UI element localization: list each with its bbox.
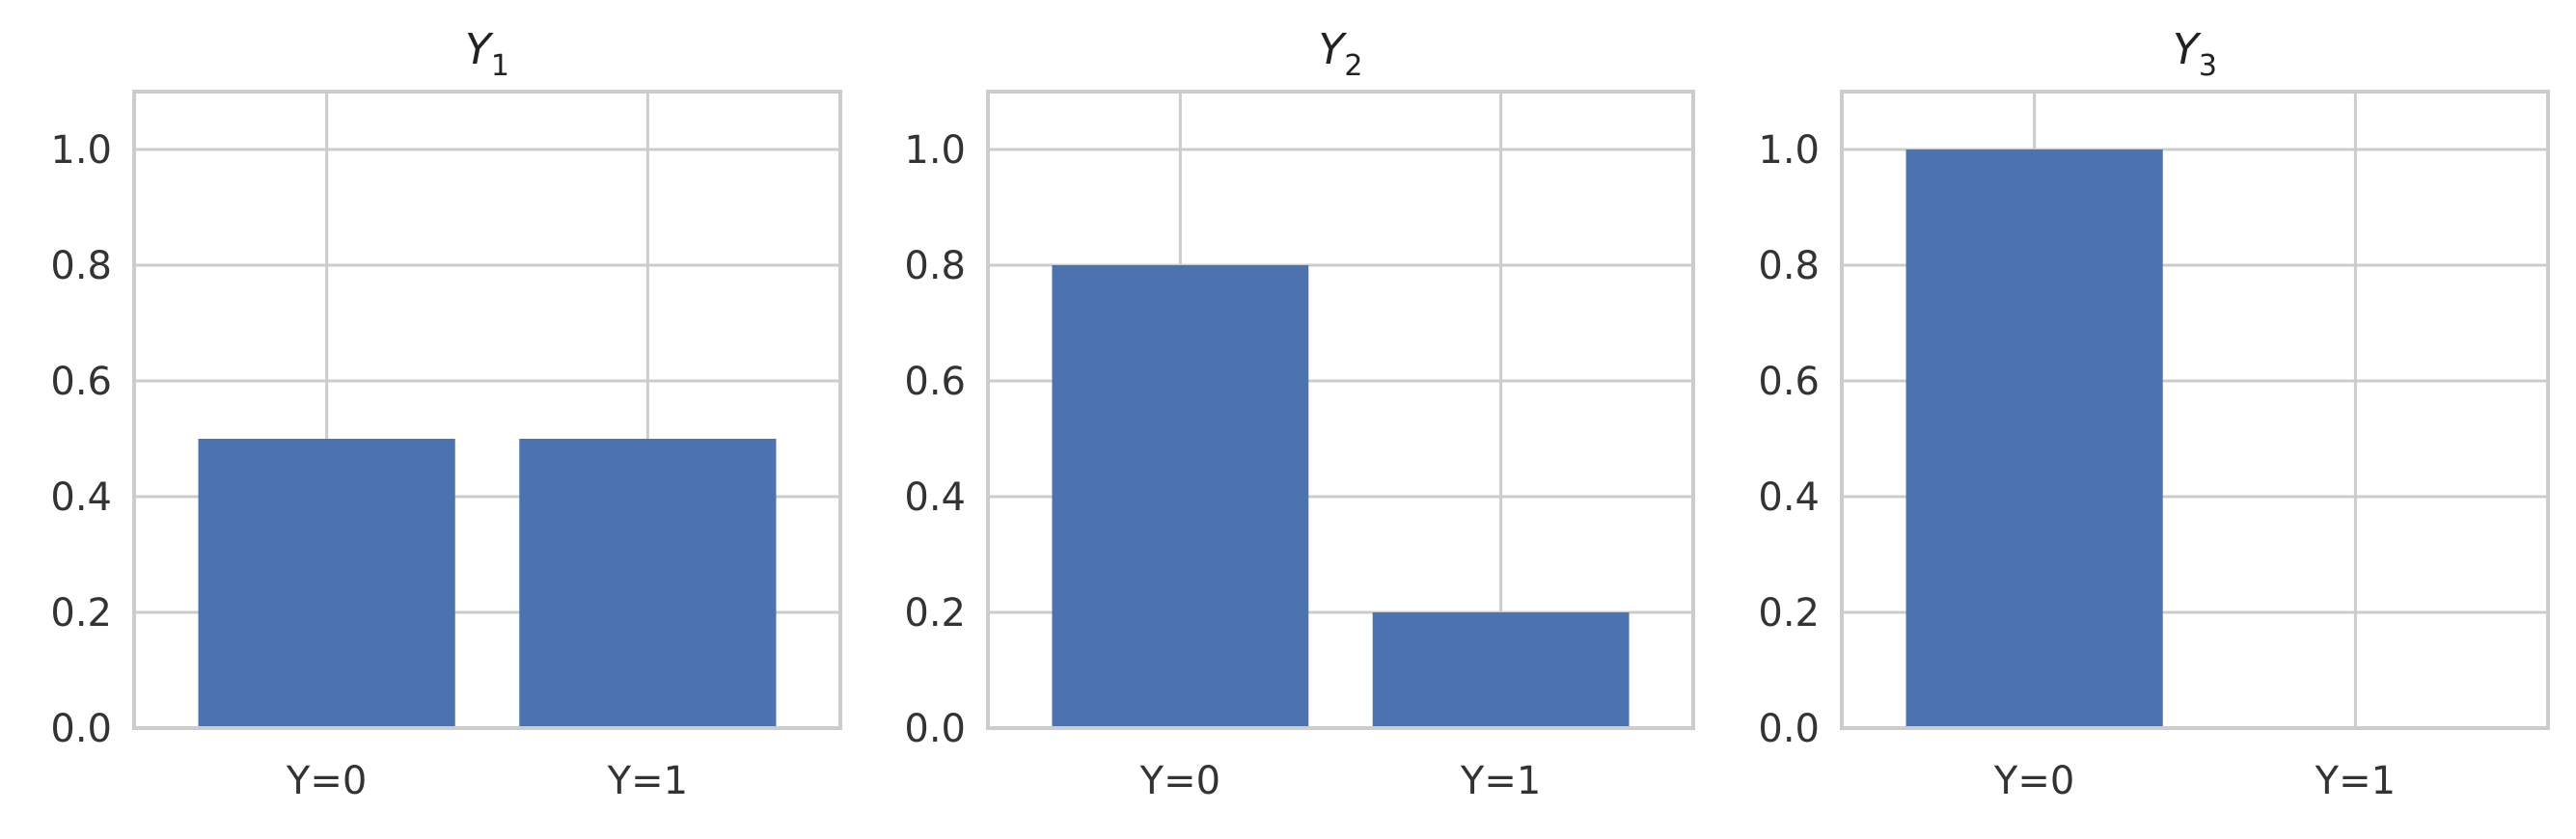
y-tick-label: 0.6 [1758, 360, 1820, 404]
y-tick-label: 1.0 [904, 128, 966, 173]
x-tick-label: Y=1 [1460, 759, 1541, 803]
chart-panel-3: 0.0 0.2 0.4 0.6 0.8 1.0 Y=0 Y=1 Y3 [1758, 25, 2550, 803]
y-tick-label: 0.4 [50, 475, 112, 520]
y-tick-label: 0.6 [50, 360, 112, 404]
y-tick-label: 0.6 [904, 360, 966, 404]
y-tick-label: 0.2 [904, 591, 966, 636]
y-tick-label: 0.0 [904, 707, 966, 751]
chart-panel-1: 0.0 0.2 0.4 0.6 0.8 1.0 Y=0 Y=1 Y1 [50, 25, 842, 803]
chart-title-subscript: 2 [1344, 49, 1362, 83]
y-tick-label: 1.0 [1758, 128, 1820, 173]
bar-y-0 [198, 439, 455, 728]
y-tick-label: 1.0 [50, 128, 112, 173]
chart-title: Y2 [1319, 25, 1363, 83]
bar-y-0 [1905, 149, 2163, 728]
axes-frame [986, 90, 1695, 730]
chart-title-subscript: 1 [491, 49, 509, 83]
y-tick-label: 0.8 [904, 244, 966, 288]
y-tick-label: 0.2 [1758, 591, 1820, 636]
axes-frame [132, 90, 842, 730]
bar-y-1 [1372, 612, 1630, 728]
x-tick-label: Y=1 [2315, 759, 2396, 803]
axes-frame [1840, 90, 2550, 730]
x-tick-label: Y=0 [1993, 759, 2074, 803]
x-tick-label: Y=0 [1139, 759, 1220, 803]
y-tick-label: 0.0 [50, 707, 112, 751]
y-tick-label: 0.8 [1758, 244, 1820, 288]
chart-title-main: Y [2173, 25, 2202, 74]
chart-panel-2: 0.0 0.2 0.4 0.6 0.8 1.0 Y=0 Y=1 Y2 [904, 25, 1695, 803]
chart-title: Y1 [465, 25, 509, 83]
y-tick-label: 0.4 [904, 475, 966, 520]
y-tick-label: 0.8 [50, 244, 112, 288]
y-tick-label: 0.4 [1758, 475, 1820, 520]
chart-title-main: Y [465, 25, 494, 74]
chart-title: Y3 [2173, 25, 2217, 83]
chart-title-main: Y [1319, 25, 1348, 74]
x-tick-label: Y=1 [607, 759, 688, 803]
y-tick-label: 0.0 [1758, 707, 1820, 751]
bar-y-0 [1052, 265, 1309, 728]
x-tick-label: Y=0 [286, 759, 367, 803]
chart-title-subscript: 3 [2199, 49, 2217, 83]
y-tick-label: 0.2 [50, 591, 112, 636]
bar-y-1 [519, 439, 777, 728]
